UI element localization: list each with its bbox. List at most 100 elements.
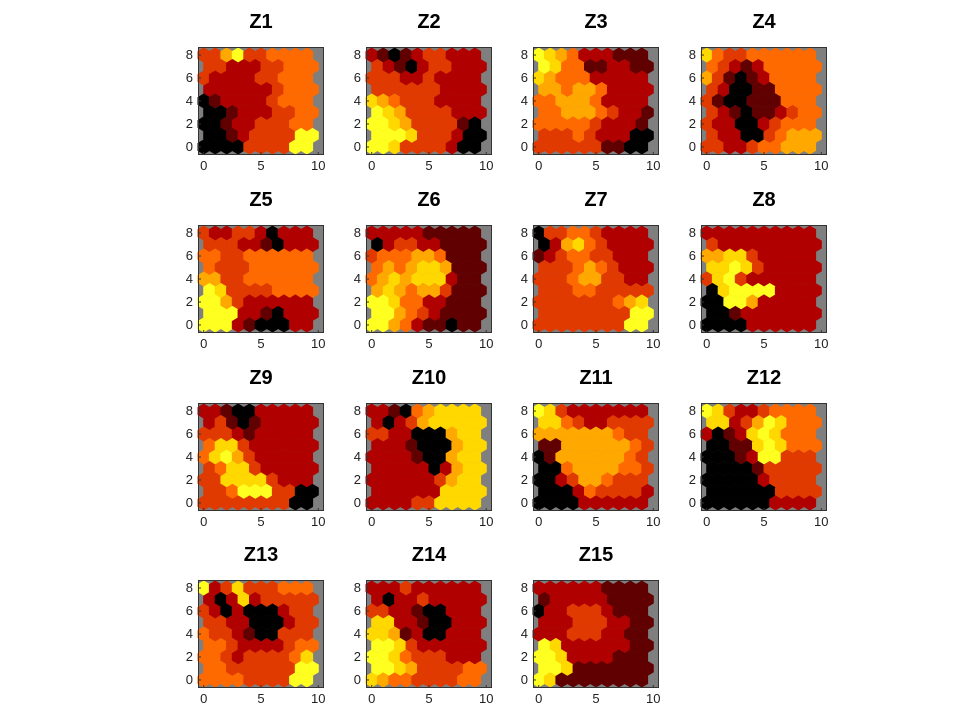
x-tick-label: 0 [200, 158, 207, 173]
y-tick-label: 0 [354, 317, 361, 332]
panel-title: Z2 [417, 11, 441, 33]
hex-cell [803, 472, 817, 488]
hex-cell [300, 626, 314, 642]
hex-cell [474, 591, 487, 608]
y-tick-label: 4 [521, 449, 528, 464]
y-tick-label: 2 [521, 116, 528, 131]
hex-cell [635, 449, 649, 465]
component-plane-z8: Z8 0 5 10 0 2 4 6 8 [689, 189, 829, 351]
hex-cell [474, 282, 487, 299]
x-tick-label: 5 [257, 336, 264, 351]
hex-cell [803, 271, 817, 287]
hex-cell [300, 271, 314, 287]
hex-cell [300, 472, 314, 488]
hex-cell [809, 437, 822, 454]
hex-cell [809, 81, 822, 98]
x-tick-label: 5 [592, 514, 599, 529]
y-tick-label: 2 [354, 649, 361, 664]
hex-cell [635, 294, 649, 310]
x-tick-label: 10 [311, 158, 325, 173]
panel-title: Z8 [752, 189, 776, 211]
x-tick-label: 0 [703, 336, 710, 351]
heatmap-plot: 0 5 10 0 2 4 6 8 [186, 403, 326, 529]
hex-cell [474, 305, 487, 322]
y-tick-label: 8 [689, 47, 696, 62]
hex-cell [468, 672, 482, 688]
hex-cell [300, 672, 314, 688]
heatmap-plot: 0 5 10 0 2 4 6 8 [186, 225, 326, 351]
hex-cell [474, 660, 487, 677]
hex-cell [474, 104, 487, 121]
y-tick-label: 6 [186, 70, 193, 85]
x-tick-label: 10 [311, 514, 325, 529]
hex-cell [803, 116, 817, 132]
y-tick-label: 0 [689, 495, 696, 510]
component-plane-z4: Z4 0 5 10 0 2 4 6 8 [689, 11, 829, 173]
y-tick-label: 4 [689, 271, 696, 286]
hex-cell [306, 104, 319, 121]
x-tick-label: 5 [425, 336, 432, 351]
hex-cell [635, 672, 649, 688]
component-plane-z12: Z12 0 5 10 0 2 4 6 8 [689, 367, 829, 529]
y-tick-label: 4 [186, 93, 193, 108]
hex-cell [641, 104, 654, 121]
hex-cell [809, 460, 822, 477]
x-tick-label: 0 [703, 514, 710, 529]
hex-cell [474, 483, 487, 500]
hex-cell [809, 104, 822, 121]
y-tick-label: 6 [521, 426, 528, 441]
y-tick-label: 2 [354, 472, 361, 487]
panel-title: Z15 [578, 544, 614, 566]
x-tick-label: 0 [200, 514, 207, 529]
hex-cell [300, 93, 314, 109]
x-tick-label: 0 [368, 691, 375, 706]
y-tick-label: 8 [354, 403, 361, 418]
y-tick-label: 8 [186, 225, 193, 240]
hex-cell [300, 317, 314, 333]
hex-cell [803, 70, 817, 86]
hex-cell [641, 305, 654, 322]
panel-title: Z3 [584, 11, 608, 33]
heatmap-plot: 0 5 10 0 2 4 6 8 [689, 225, 829, 351]
y-tick-label: 4 [354, 449, 361, 464]
y-tick-label: 8 [689, 403, 696, 418]
x-tick-label: 0 [368, 514, 375, 529]
y-tick-label: 0 [521, 317, 528, 332]
y-tick-label: 0 [521, 139, 528, 154]
x-tick-label: 10 [311, 691, 325, 706]
y-tick-label: 0 [186, 317, 193, 332]
y-tick-label: 8 [521, 47, 528, 62]
hex-cell [635, 139, 649, 155]
hex-cell [468, 472, 482, 488]
hex-cell [641, 637, 654, 654]
hex-cell [803, 93, 817, 109]
x-tick-label: 0 [368, 336, 375, 351]
hex-cell [468, 495, 482, 511]
panel-title: Z4 [752, 11, 776, 33]
x-tick-label: 5 [760, 158, 767, 173]
y-tick-label: 8 [521, 403, 528, 418]
hex-cell [306, 81, 319, 98]
hex-cell [306, 305, 319, 322]
hex-cell [641, 81, 654, 98]
component-plane-z2: Z2 0 5 10 0 2 4 6 8 [354, 11, 494, 173]
panel-title: Z5 [249, 189, 273, 211]
y-tick-label: 6 [354, 603, 361, 618]
y-tick-label: 4 [354, 626, 361, 641]
y-tick-label: 6 [186, 603, 193, 618]
x-tick-label: 0 [535, 336, 542, 351]
hex-cell [468, 271, 482, 287]
x-tick-label: 10 [646, 514, 660, 529]
hex-cell [803, 139, 817, 155]
x-tick-label: 10 [311, 336, 325, 351]
hex-cell [306, 460, 319, 477]
x-tick-label: 5 [592, 158, 599, 173]
hex-cell [306, 660, 319, 677]
hex-cell [809, 259, 822, 276]
y-tick-label: 2 [689, 116, 696, 131]
panel-title: Z12 [746, 367, 782, 389]
hex-cell [468, 426, 482, 442]
hex-cell [803, 495, 817, 511]
hex-cell [468, 116, 482, 132]
heatmap-plot: 0 5 10 0 2 4 6 8 [521, 47, 661, 173]
